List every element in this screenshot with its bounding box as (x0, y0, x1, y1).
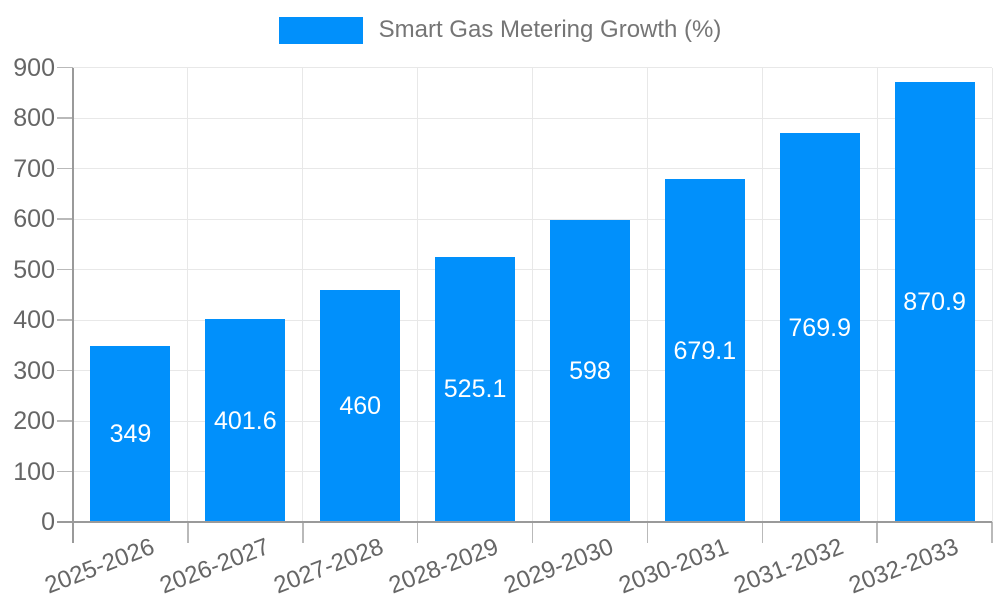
x-axis-tick (646, 522, 649, 543)
bar-value-label: 870.9 (903, 288, 966, 317)
x-axis-tick (187, 522, 189, 543)
y-axis-label: 700 (13, 154, 55, 183)
y-axis-label: 800 (13, 104, 55, 132)
x-axis-tick (761, 522, 763, 543)
y-axis-tick (57, 268, 73, 271)
bar-value-label: 349 (109, 419, 152, 448)
y-axis-label: 400 (13, 306, 55, 334)
gridline-vertical (417, 67, 419, 522)
x-axis-label: 2032-2033 (845, 533, 962, 600)
bar[interactable] (205, 319, 286, 522)
gridline-vertical (532, 67, 533, 522)
bar[interactable] (320, 289, 401, 522)
y-axis-tick (57, 470, 73, 473)
x-axis-tick (416, 522, 419, 543)
y-axis-tick (57, 167, 73, 170)
y-axis-tick (57, 369, 73, 372)
bar-value-label: 401.6 (214, 406, 277, 435)
gridline-vertical (187, 67, 189, 522)
x-axis-tick (991, 522, 993, 543)
y-axis-label: 500 (13, 255, 55, 284)
y-axis-tick (57, 319, 73, 321)
x-axis-label: 2025-2026 (40, 533, 158, 600)
x-axis-label: 2031-2032 (730, 533, 848, 600)
x-axis-label: 2030-2031 (615, 533, 733, 600)
x-axis-tick (876, 522, 878, 543)
bar-value-label: 679.1 (673, 336, 737, 365)
y-axis-label: 0 (41, 508, 55, 536)
gridline-vertical (876, 67, 878, 522)
y-axis-tick (57, 66, 73, 69)
x-axis-label: 2026-2027 (155, 533, 273, 600)
x-axis-label: 2027-2028 (270, 533, 388, 600)
y-axis-label: 200 (13, 407, 55, 435)
x-axis-label: 2029-2030 (500, 533, 618, 600)
bar[interactable] (779, 133, 860, 522)
y-axis-label: 900 (13, 53, 55, 82)
x-axis-line (57, 521, 992, 523)
gridline-vertical (991, 67, 993, 522)
bar[interactable] (90, 345, 171, 522)
y-axis-tick (57, 420, 73, 422)
bar[interactable] (549, 220, 630, 522)
legend-label: Smart Gas Metering Growth (%) (378, 16, 722, 43)
bar-value-label: 525.1 (443, 375, 507, 404)
bar[interactable] (664, 179, 745, 522)
y-axis-label: 600 (13, 205, 55, 233)
x-axis-tick (302, 522, 304, 543)
bar-value-label: 460 (339, 391, 382, 420)
bar[interactable] (435, 256, 516, 522)
gridline-vertical (302, 67, 304, 522)
x-axis-tick (531, 522, 534, 543)
y-axis-label: 100 (13, 457, 55, 486)
bar[interactable] (894, 82, 975, 522)
legend[interactable]: Smart Gas Metering Growth (%) (0, 16, 1000, 44)
x-axis-label: 2028-2029 (385, 533, 503, 600)
y-axis-line (72, 67, 74, 543)
bar-value-label: 598 (569, 357, 611, 385)
gridline-vertical (646, 67, 648, 522)
bar-value-label: 769.9 (788, 313, 851, 342)
gridline-vertical (761, 67, 763, 522)
legend-swatch-icon (278, 16, 363, 44)
y-axis-tick (57, 218, 73, 220)
y-axis-tick (57, 117, 73, 119)
y-axis-label: 300 (13, 356, 55, 385)
